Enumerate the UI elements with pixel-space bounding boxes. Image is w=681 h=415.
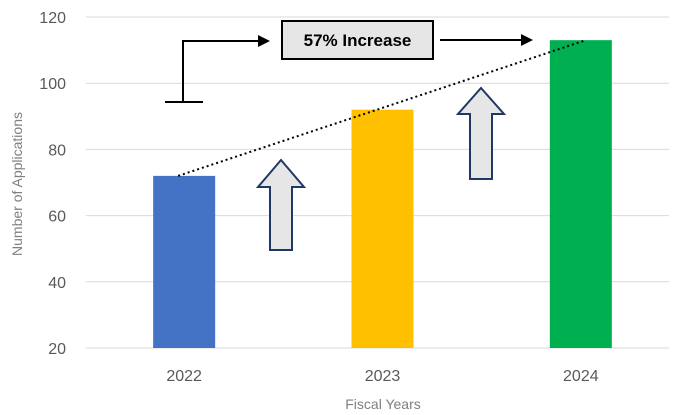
x-tick-label-2024: 2024 [563,368,599,385]
y-axis-title: Number of Applications [9,112,25,256]
x-tick-labels: 2022 2023 2024 [166,368,598,385]
y-tick-label-100: 100 [39,76,66,93]
up-arrow-2022-2023 [255,158,307,251]
y-tick-label-80: 80 [48,142,66,159]
y-tick-label-20: 20 [48,341,66,358]
y-tick-label-120: 120 [39,10,66,27]
increase-callout: 57% Increase [281,20,434,60]
bar-2024 [549,40,612,349]
y-tick-labels: 20 40 60 80 100 120 [39,10,66,358]
x-tick-label-2022: 2022 [166,368,202,385]
up-arrow-2023-2024 [455,86,507,180]
x-axis-title: Fiscal Years [345,396,420,412]
bars [153,40,612,349]
y-tick-label-40: 40 [48,275,66,292]
bar-2022 [153,175,216,348]
bar-2023 [351,109,414,349]
elbow-connector [165,35,270,103]
trend-line [177,39,587,177]
x-tick-label-2023: 2023 [365,368,401,385]
increase-callout-label: 57% Increase [304,31,412,50]
callout-arrow [440,34,533,46]
y-tick-label-60: 60 [48,209,66,226]
